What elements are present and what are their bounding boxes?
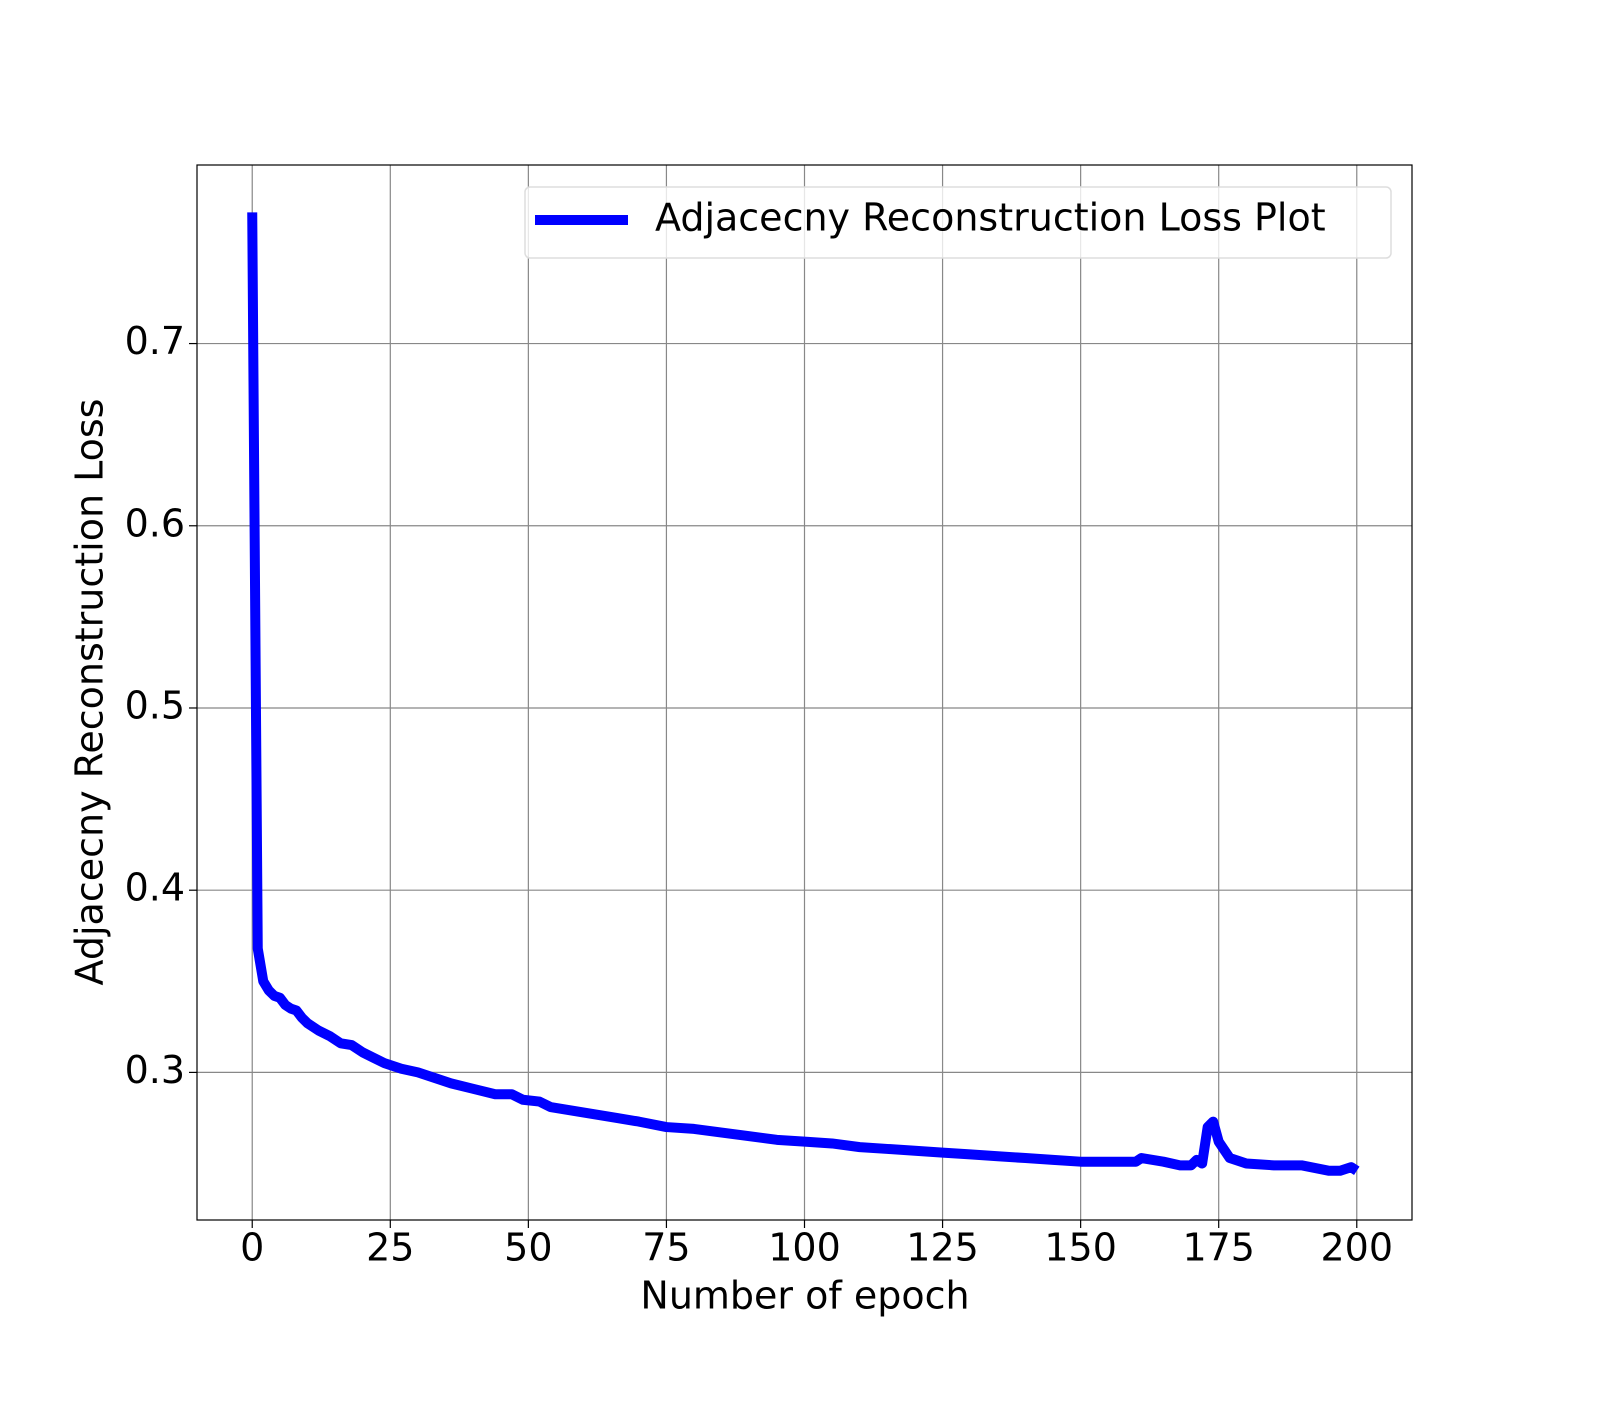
x-tick-label: 175: [1182, 1226, 1255, 1270]
y-tick-label: 0.7: [125, 319, 185, 363]
y-tick-label: 0.5: [125, 683, 185, 727]
x-tick-label: 125: [906, 1226, 979, 1270]
x-axis-label: Number of epoch: [640, 1274, 969, 1318]
y-tick-label: 0.3: [125, 1048, 185, 1092]
x-tick-label: 25: [366, 1226, 414, 1270]
y-tick-label: 0.6: [125, 501, 185, 545]
x-tick-label: 75: [642, 1226, 690, 1270]
x-tick-label: 0: [240, 1226, 264, 1270]
x-tick-label: 200: [1321, 1226, 1394, 1270]
plot-frame: [196, 164, 1413, 1221]
legend-label: Adjacecny Reconstruction Loss Plot: [655, 196, 1326, 240]
data-line: [247, 212, 1360, 1176]
legend-box: [524, 186, 1392, 259]
x-tick-label: 50: [504, 1226, 552, 1270]
y-axis-label: Adjacecny Reconstruction Loss: [68, 399, 112, 986]
y-tick-label: 0.4: [125, 866, 185, 910]
x-tick-label: 100: [768, 1226, 841, 1270]
x-tick-label: 150: [1044, 1226, 1117, 1270]
